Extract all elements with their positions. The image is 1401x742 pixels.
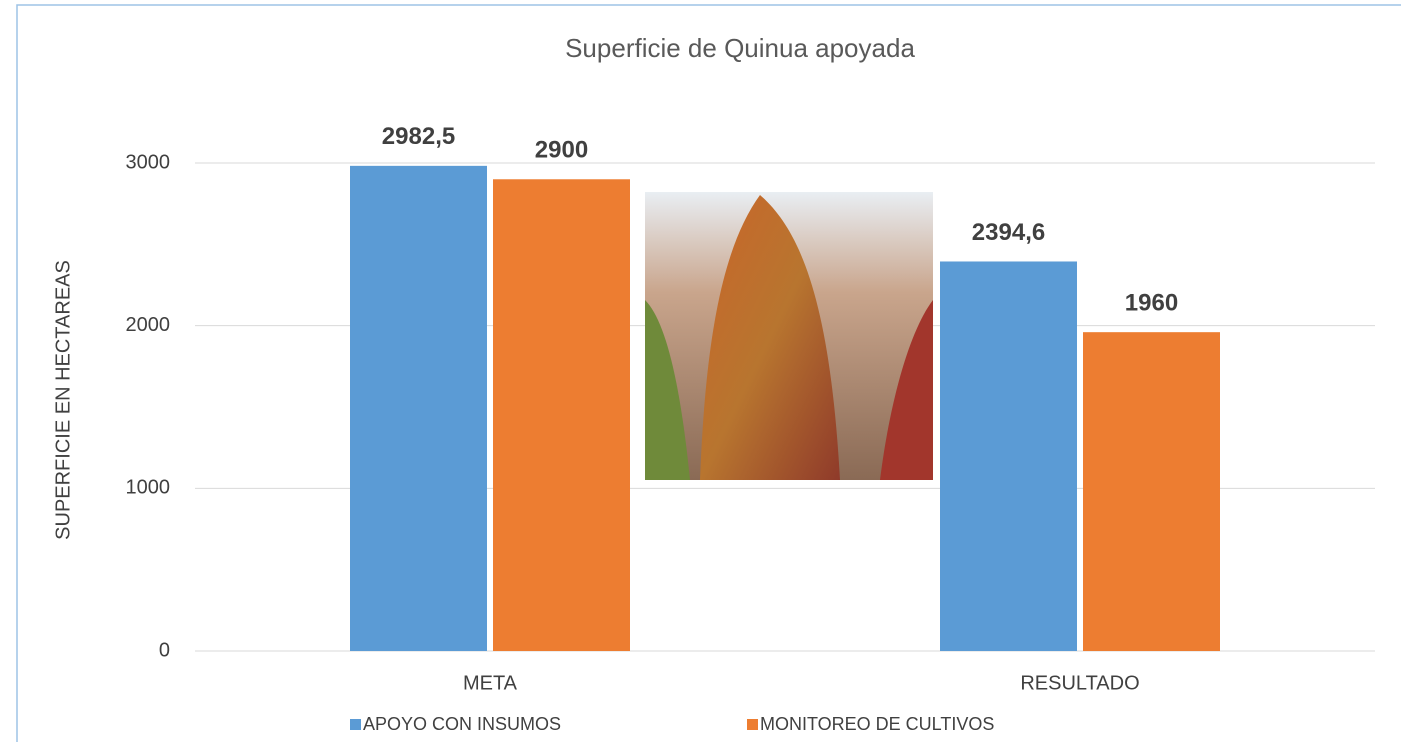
y-axis-label: SUPERFICIE EN HECTAREAS (52, 260, 74, 540)
legend-label: MONITOREO DE CULTIVOS (760, 714, 994, 734)
legend-swatch (350, 719, 361, 730)
chart-title: Superficie de Quinua apoyada (565, 33, 915, 63)
x-tick-label: RESULTADO (1020, 672, 1139, 694)
x-tick-label: META (463, 672, 518, 694)
chart-border (16, 4, 1401, 742)
bar (493, 179, 630, 651)
bar (350, 165, 487, 651)
value-label: 2394,6 (972, 219, 1045, 246)
y-tick-label: 0 (159, 639, 170, 661)
photo-leaves (645, 300, 690, 480)
photo-plant-red (880, 300, 933, 480)
photo-plant (700, 195, 840, 480)
legend-swatch (747, 719, 758, 730)
value-label: 2982,5 (382, 123, 455, 150)
bar (1083, 332, 1220, 651)
quinoa-photo (645, 192, 933, 480)
legend-label: APOYO CON INSUMOS (363, 714, 561, 734)
y-tick-label: 1000 (126, 477, 171, 499)
y-tick-label: 2000 (126, 314, 171, 336)
bar (940, 261, 1077, 651)
value-label: 2900 (535, 137, 588, 164)
y-tick-label: 3000 (126, 151, 171, 173)
value-label: 1960 (1125, 290, 1178, 317)
